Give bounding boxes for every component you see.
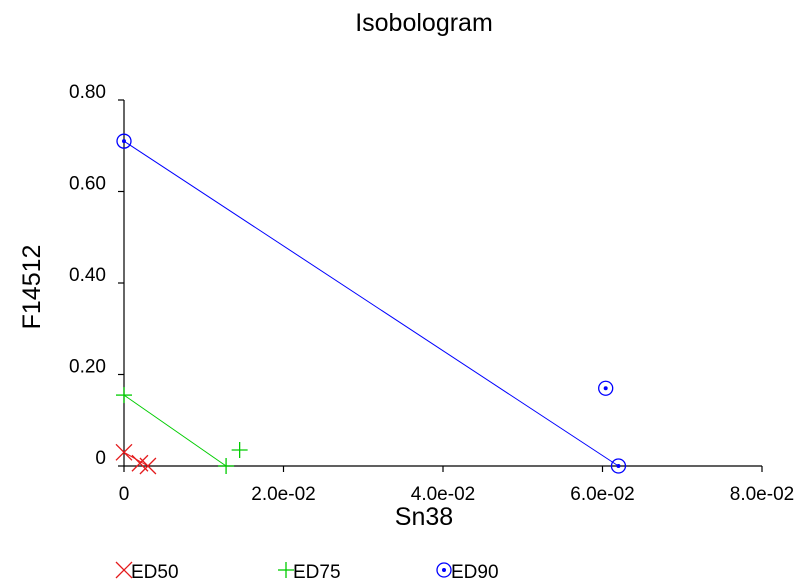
y-tick-label: 0.60 <box>69 174 106 195</box>
data-point-ed75 <box>218 458 235 474</box>
data-point-ed75 <box>116 387 132 404</box>
legend-marker-ed90 <box>436 562 452 578</box>
legend-label: ED75 <box>293 562 341 583</box>
x-tick-label: 4.0e-02 <box>411 484 475 505</box>
series-ed90 <box>116 133 627 474</box>
y-axis-label: F14512 <box>18 245 46 330</box>
data-point-ed50 <box>131 454 149 472</box>
data-point-ed50 <box>115 443 133 461</box>
legend: ED50 ED75 ED90 <box>115 561 499 583</box>
x-axis-label: Sn38 <box>395 503 453 531</box>
data-point-ed90 <box>116 133 132 149</box>
y-tick-label: 0.40 <box>69 265 106 286</box>
x-tick-label: 0 <box>119 484 130 505</box>
x-ticks: 0 2.0e-02 4.0e-02 6.0e-02 8.0e-02 <box>119 466 794 505</box>
y-ticks: 0 0.20 0.40 0.60 0.80 <box>69 82 124 469</box>
legend-label: ED90 <box>451 562 499 583</box>
data-point-ed75 <box>231 441 248 458</box>
isobole-line-ed90 <box>123 140 619 467</box>
legend-marker-ed50 <box>115 561 133 579</box>
series-ed50 <box>115 443 157 475</box>
x-tick-label: 6.0e-02 <box>570 484 634 505</box>
legend-item-ed90: ED90 <box>436 562 499 583</box>
y-tick-label: 0.20 <box>69 357 106 378</box>
isobole-line-ed75 <box>123 394 227 467</box>
axes <box>123 100 762 467</box>
data-point-ed90 <box>598 380 614 396</box>
chart-title: Isobologram <box>355 9 493 37</box>
legend-item-ed50: ED50 <box>115 561 179 583</box>
x-tick-label: 8.0e-02 <box>730 484 794 505</box>
x-tick-label: 2.0e-02 <box>251 484 315 505</box>
legend-marker-ed75 <box>278 562 294 578</box>
y-tick-label: 0.80 <box>69 82 106 103</box>
y-tick-label: 0 <box>95 448 106 469</box>
data-point-ed90 <box>610 458 627 474</box>
legend-label: ED50 <box>131 562 179 583</box>
legend-item-ed75: ED75 <box>278 562 341 583</box>
series-layer <box>115 133 627 475</box>
series-ed75 <box>116 387 248 474</box>
